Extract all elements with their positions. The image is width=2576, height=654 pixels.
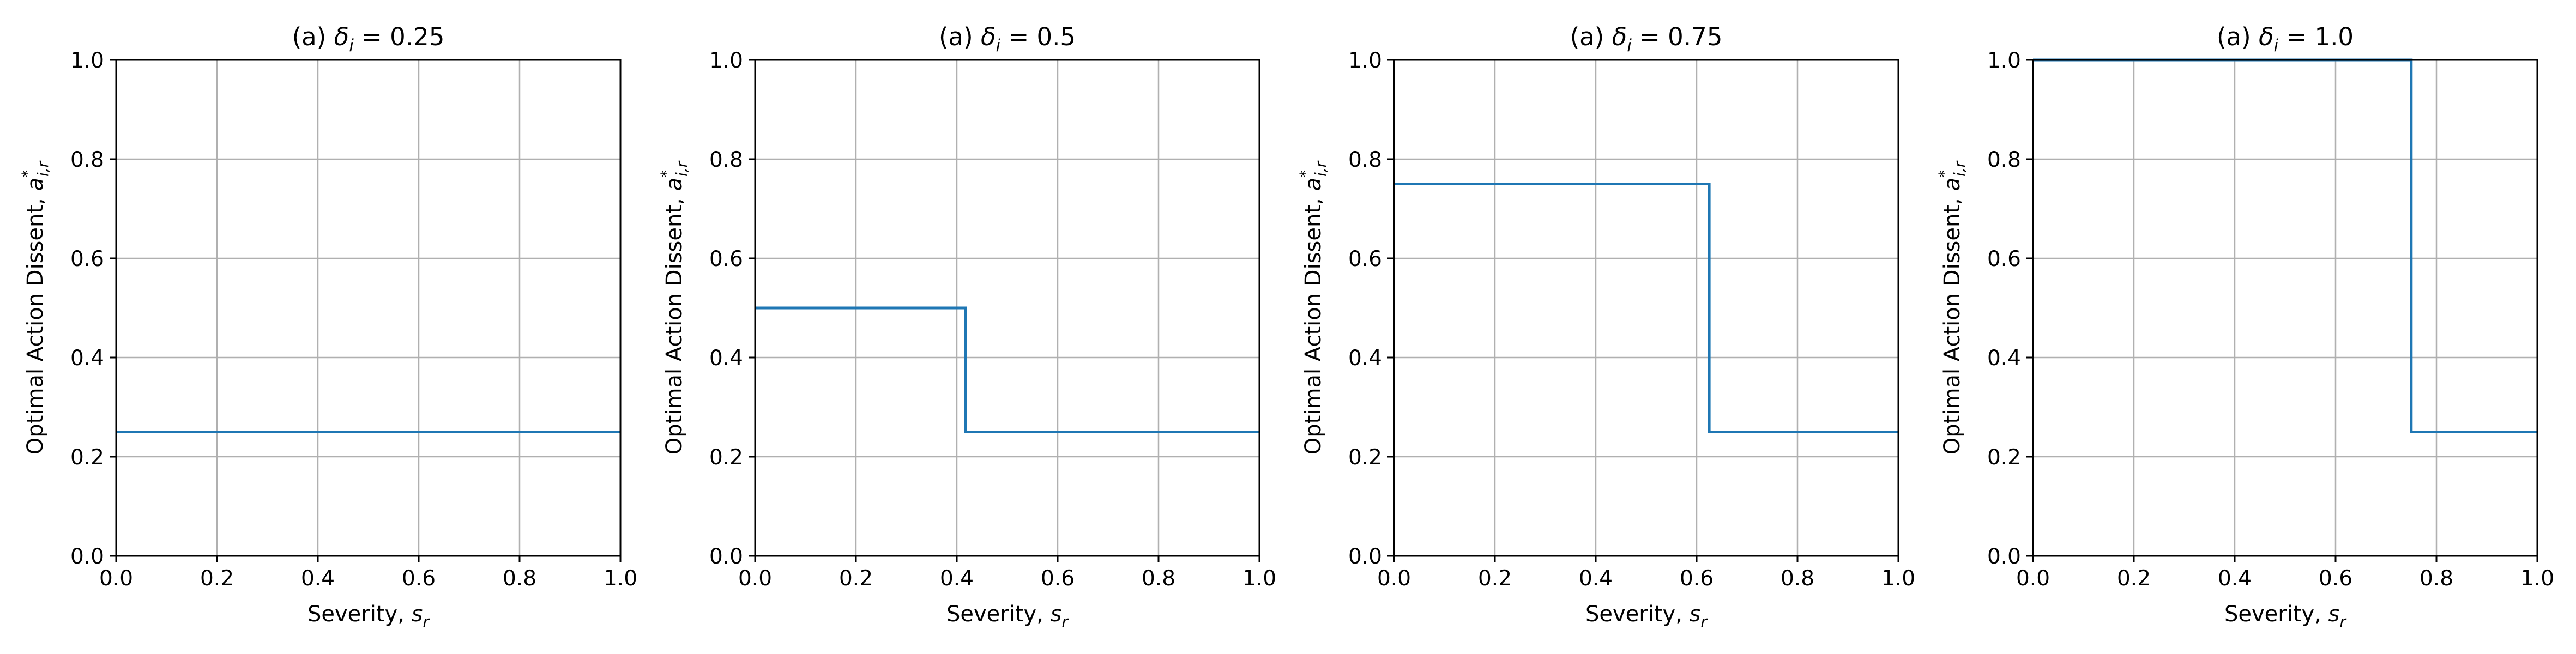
x-tick-label: 0.6 (1041, 566, 1075, 591)
y-tick-label: 0.8 (1348, 148, 1382, 172)
y-tick-label: 0.2 (70, 445, 104, 470)
x-tick-label: 0.0 (99, 566, 133, 591)
y-tick-label: 1.0 (709, 49, 743, 73)
x-tick-label: 0.8 (503, 566, 536, 591)
y-tick-label: 0.0 (709, 544, 743, 569)
y-tick-label: 0.4 (1987, 346, 2021, 371)
axes-frame (2032, 59, 2538, 557)
x-tick-label: 1.0 (1881, 566, 1915, 591)
x-tick-label: 1.0 (604, 566, 637, 591)
y-tick-label: 1.0 (70, 49, 104, 73)
x-tick-label: 0.0 (738, 566, 772, 591)
x-axis-label: Severity, sr​ (1585, 602, 1708, 631)
y-tick-label: 0.4 (70, 346, 104, 371)
series-line (2033, 58, 2537, 433)
x-tick-label: 0.8 (1781, 566, 1814, 591)
y-axis-label: Optimal Action Dissent, a*i,r​ (1296, 160, 1330, 455)
chart-panel-3: 0.0 0.2 0.4 0.6 0.8 1.0 0.0 0.2 0.4 0.6 0.8 1.0 (a) … (1296, 22, 1915, 631)
y-tick-label: 0.6 (1987, 247, 2021, 271)
y-axis-label: Optimal Action Dissent, a*i,r​ (19, 160, 52, 455)
y-tick-label: 0.8 (70, 148, 104, 172)
chart-title: (a) δi​ = 0.5 (939, 22, 1076, 56)
x-tick-label: 0.4 (2218, 566, 2252, 591)
x-tick-label: 0.0 (1377, 566, 1411, 591)
chart-title: (a) δi​ = 0.75 (1570, 22, 1723, 56)
y-tick-label: 0.0 (70, 544, 104, 569)
chart-title: (a) δi​ = 0.25 (292, 22, 445, 56)
x-tick-label: 0.4 (301, 566, 335, 591)
y-tick-label: 0.6 (1348, 247, 1382, 271)
x-tick-label: 0.4 (940, 566, 974, 591)
y-tick-label: 0.2 (709, 445, 743, 470)
x-axis-label: Severity, sr​ (307, 602, 430, 631)
y-tick-label: 0.2 (1987, 445, 2021, 470)
series-line (1394, 183, 1898, 433)
x-tick-label: 0.8 (1142, 566, 1175, 591)
x-tick-label: 0.0 (2016, 566, 2050, 591)
axes-frame (1393, 59, 1899, 557)
y-tick-label: 0.8 (1987, 148, 2021, 172)
y-axis-label: Optimal Action Dissent, a*i,r​ (657, 160, 691, 455)
y-tick-label: 0.0 (1987, 544, 2021, 569)
x-tick-label: 0.8 (2420, 566, 2453, 591)
x-tick-label: 0.2 (839, 566, 873, 591)
y-tick-label: 1.0 (1987, 49, 2021, 73)
x-tick-label: 1.0 (1242, 566, 1276, 591)
x-tick-label: 1.0 (2520, 566, 2554, 591)
y-tick-label: 0.6 (70, 247, 104, 271)
x-tick-label: 0.4 (1579, 566, 1613, 591)
axes-frame (754, 59, 1260, 557)
x-axis-label: Severity, sr​ (946, 602, 1069, 631)
chart-title: (a) δi​ = 1.0 (2217, 22, 2354, 56)
x-tick-label: 0.2 (2117, 566, 2151, 591)
y-tick-label: 0.4 (1348, 346, 1382, 371)
x-tick-label: 0.6 (2319, 566, 2352, 591)
x-tick-label: 0.2 (1478, 566, 1512, 591)
y-tick-label: 0.4 (709, 346, 743, 371)
axes-frame (115, 59, 622, 557)
chart-panel-1: 0.0 0.2 0.4 0.6 0.8 1.0 0.0 0.2 0.4 0.6 0.8 1.0 (a) … (19, 22, 637, 631)
x-tick-label: 0.2 (200, 566, 234, 591)
chart-panel-4: 0.0 0.2 0.4 0.6 0.8 1.0 0.0 0.2 0.4 0.6 0.8 1.0 (a) … (1935, 22, 2554, 631)
x-tick-label: 0.6 (1680, 566, 1714, 591)
y-tick-label: 0.2 (1348, 445, 1382, 470)
y-tick-label: 0.8 (709, 148, 743, 172)
y-tick-label: 1.0 (1348, 49, 1382, 73)
x-tick-label: 0.6 (402, 566, 436, 591)
chart-panel-2: 0.0 0.2 0.4 0.6 0.8 1.0 0.0 0.2 0.4 0.6 0.8 1.0 (a) … (657, 22, 1276, 631)
series-line (755, 306, 1259, 433)
x-axis-label: Severity, sr​ (2224, 602, 2346, 631)
y-tick-label: 0.6 (709, 247, 743, 271)
y-tick-label: 0.0 (1348, 544, 1382, 569)
y-axis-label: Optimal Action Dissent, a*i,r​ (1935, 160, 1969, 455)
